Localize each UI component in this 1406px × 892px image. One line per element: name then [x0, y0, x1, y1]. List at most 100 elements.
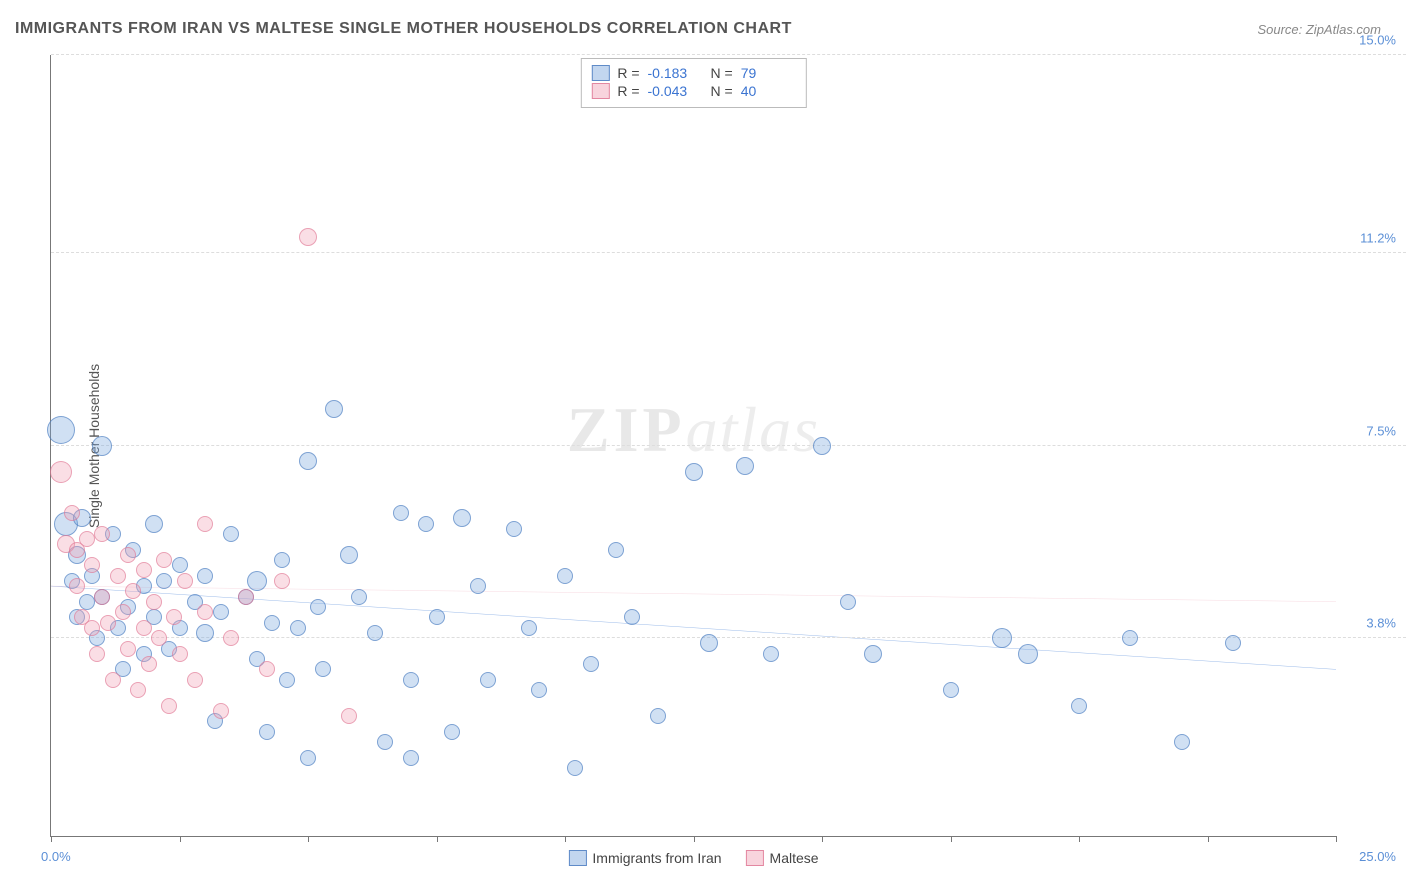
swatch-icon: [568, 850, 586, 866]
data-point: [50, 461, 72, 483]
data-point: [864, 645, 882, 663]
data-point: [290, 620, 306, 636]
data-point: [247, 571, 267, 591]
stats-r-value: -0.043: [648, 83, 703, 99]
data-point: [161, 698, 177, 714]
data-point: [736, 457, 754, 475]
data-point: [105, 672, 121, 688]
data-point: [120, 547, 136, 563]
x-axis-min-label: 0.0%: [41, 849, 71, 864]
x-tick: [694, 836, 695, 842]
gridline: [51, 252, 1406, 253]
data-point: [531, 682, 547, 698]
data-point: [608, 542, 624, 558]
watermark-atlas: atlas: [686, 394, 820, 465]
data-point: [84, 557, 100, 573]
data-point: [340, 546, 358, 564]
data-point: [89, 646, 105, 662]
data-point: [685, 463, 703, 481]
x-tick: [1079, 836, 1080, 842]
data-point: [213, 604, 229, 620]
data-point: [110, 568, 126, 584]
data-point: [136, 620, 152, 636]
data-point: [299, 452, 317, 470]
x-tick: [1336, 836, 1337, 842]
legend-item-series-1: Maltese: [746, 850, 819, 866]
x-tick: [565, 836, 566, 842]
data-point: [299, 228, 317, 246]
data-point: [47, 416, 75, 444]
stats-row-series-0: R = -0.183 N = 79: [591, 65, 795, 81]
data-point: [521, 620, 537, 636]
data-point: [1122, 630, 1138, 646]
data-point: [223, 526, 239, 542]
legend-label: Immigrants from Iran: [592, 850, 721, 866]
data-point: [1174, 734, 1190, 750]
data-point: [177, 573, 193, 589]
data-point: [187, 672, 203, 688]
data-point: [172, 646, 188, 662]
data-point: [94, 589, 110, 605]
data-point: [166, 609, 182, 625]
data-point: [310, 599, 326, 615]
data-point: [125, 583, 141, 599]
data-point: [567, 760, 583, 776]
x-tick: [1208, 836, 1209, 842]
data-point: [274, 552, 290, 568]
chart-title: IMMIGRANTS FROM IRAN VS MALTESE SINGLE M…: [15, 20, 792, 38]
data-point: [145, 515, 163, 533]
stats-r-value: -0.183: [648, 65, 703, 81]
data-point: [418, 516, 434, 532]
data-point: [79, 531, 95, 547]
data-point: [197, 604, 213, 620]
y-tick-label: 3.8%: [1366, 616, 1396, 631]
plot-area: ZIPatlas R = -0.183 N = 79 R = -0.043 N …: [50, 55, 1336, 837]
data-point: [259, 724, 275, 740]
data-point: [213, 703, 229, 719]
data-point: [1071, 698, 1087, 714]
data-point: [79, 594, 95, 610]
correlation-stats-box: R = -0.183 N = 79 R = -0.043 N = 40: [580, 58, 806, 108]
data-point: [300, 750, 316, 766]
stats-n-label: N =: [711, 65, 733, 81]
data-point: [557, 568, 573, 584]
bottom-legend: Immigrants from Iran Maltese: [568, 850, 818, 866]
data-point: [141, 656, 157, 672]
source-prefix: Source:: [1257, 22, 1305, 37]
legend-label: Maltese: [770, 850, 819, 866]
data-point: [1225, 635, 1241, 651]
y-tick-label: 15.0%: [1359, 33, 1396, 48]
data-point: [650, 708, 666, 724]
data-point: [480, 672, 496, 688]
data-point: [69, 578, 85, 594]
gridline: [51, 445, 1406, 446]
data-point: [453, 509, 471, 527]
watermark: ZIPatlas: [567, 393, 820, 467]
swatch-icon: [591, 83, 609, 99]
data-point: [264, 615, 280, 631]
data-point: [1018, 644, 1038, 664]
data-point: [196, 624, 214, 642]
data-point: [197, 568, 213, 584]
x-tick: [51, 836, 52, 842]
data-point: [146, 594, 162, 610]
stats-row-series-1: R = -0.043 N = 40: [591, 83, 795, 99]
data-point: [156, 552, 172, 568]
data-point: [120, 641, 136, 657]
data-point: [583, 656, 599, 672]
data-point: [377, 734, 393, 750]
data-point: [136, 562, 152, 578]
data-point: [64, 505, 80, 521]
data-point: [94, 526, 110, 542]
swatch-icon: [591, 65, 609, 81]
data-point: [403, 672, 419, 688]
data-point: [151, 630, 167, 646]
x-tick: [437, 836, 438, 842]
data-point: [197, 516, 213, 532]
legend-item-series-0: Immigrants from Iran: [568, 850, 721, 866]
data-point: [279, 672, 295, 688]
data-point: [341, 708, 357, 724]
stats-r-label: R =: [617, 65, 639, 81]
data-point: [429, 609, 445, 625]
data-point: [351, 589, 367, 605]
